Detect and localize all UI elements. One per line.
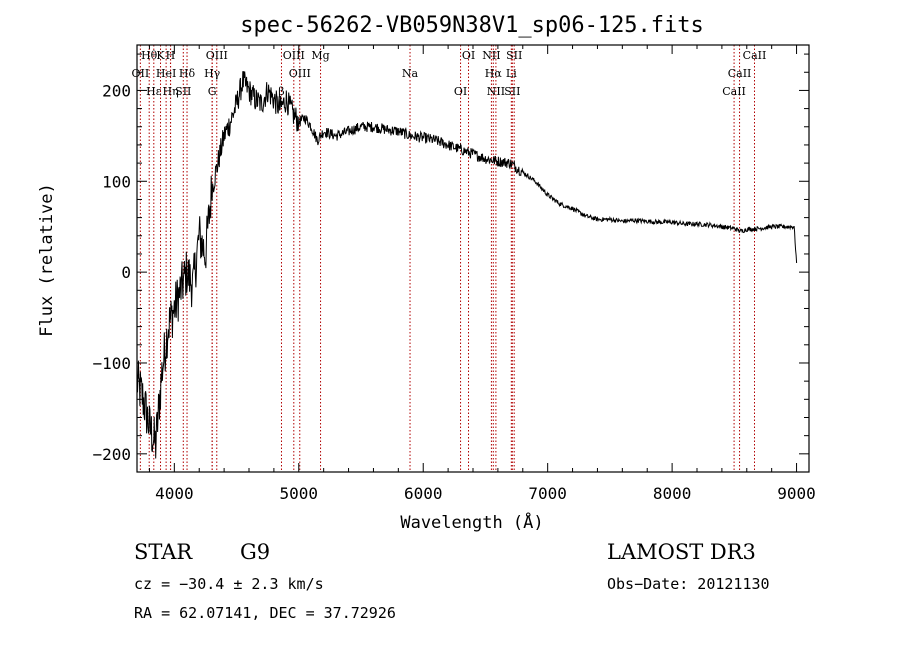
line-marker-label: Hε xyxy=(146,85,162,98)
line-marker-label: CaII xyxy=(722,85,746,98)
line-marker-label: OIII xyxy=(206,49,228,62)
spectrum-line xyxy=(136,71,798,459)
line-marker-label: Mg xyxy=(311,49,329,62)
line-markers-layer xyxy=(139,45,755,472)
y-tick-label: 100 xyxy=(102,172,131,191)
line-marker-label: OI xyxy=(462,49,475,62)
object-class: STAR xyxy=(134,540,193,564)
ticks-layer: 4000 5000 6000 7000 8000 9000 −200 −100 0 100 200 xyxy=(92,45,816,503)
line-labels-layer: Hθ OII Hε K HeI Hη HHδ SII OIII Hγ G OIII OIII β Mg Na O… xyxy=(132,49,767,98)
line-marker-label: OII xyxy=(132,67,150,80)
y-tick-label: 0 xyxy=(121,263,131,282)
line-marker-label: SII xyxy=(175,85,191,98)
y-tick-label: −200 xyxy=(92,445,131,464)
y-tick-label: 200 xyxy=(102,81,131,100)
line-marker-label: Na xyxy=(402,67,419,80)
plot-frame xyxy=(136,44,810,473)
line-marker-label: NII xyxy=(487,85,505,98)
line-marker-label: CaII xyxy=(728,67,752,80)
line-marker-label: G xyxy=(208,85,217,98)
series-layer xyxy=(136,71,798,459)
line-marker-label: OI xyxy=(454,85,467,98)
x-tick-label: 9000 xyxy=(777,484,816,503)
line-marker-label: Hθ xyxy=(141,49,158,62)
x-tick-label: 6000 xyxy=(404,484,443,503)
chart-title: spec-56262-VB059N38V1_sp06-125.fits xyxy=(240,13,704,38)
x-tick-label: 7000 xyxy=(528,484,567,503)
line-marker-label: HeI xyxy=(156,67,176,80)
line-marker-label: β xyxy=(278,85,284,98)
line-marker-label: Hγ xyxy=(204,67,221,80)
line-marker-label: H xyxy=(166,49,176,62)
line-marker-label: NII xyxy=(482,49,500,62)
coordinates-text: RA = 62.07141, DEC = 37.72926 xyxy=(134,604,396,622)
x-tick-label: 5000 xyxy=(280,484,319,503)
survey-name: LAMOST DR3 xyxy=(607,540,756,564)
line-marker-label: K xyxy=(156,49,165,62)
line-marker-label: Hδ xyxy=(179,67,196,80)
x-tick-label: 8000 xyxy=(653,484,692,503)
y-tick-label: −100 xyxy=(92,354,131,373)
line-marker-label: Li xyxy=(506,67,517,80)
line-marker-label: OIII xyxy=(283,49,305,62)
x-tick-label: 4000 xyxy=(155,484,194,503)
line-marker-label: CaII xyxy=(743,49,767,62)
obs-date-text: Obs−Date: 20121130 xyxy=(607,575,770,593)
line-marker-label: SII xyxy=(506,49,522,62)
x-axis-label: Wavelength (Å) xyxy=(400,511,543,533)
line-marker-label: Hα xyxy=(485,67,503,80)
line-marker-label: SII xyxy=(504,85,520,98)
redshift-text: cz = −30.4 ± 2.3 km/s xyxy=(134,575,324,593)
object-subclass: G9 xyxy=(240,540,271,564)
line-marker-label: OIII xyxy=(289,67,311,80)
y-axis-label: Flux (relative) xyxy=(37,183,57,337)
line-marker-label: Hη xyxy=(163,85,179,98)
